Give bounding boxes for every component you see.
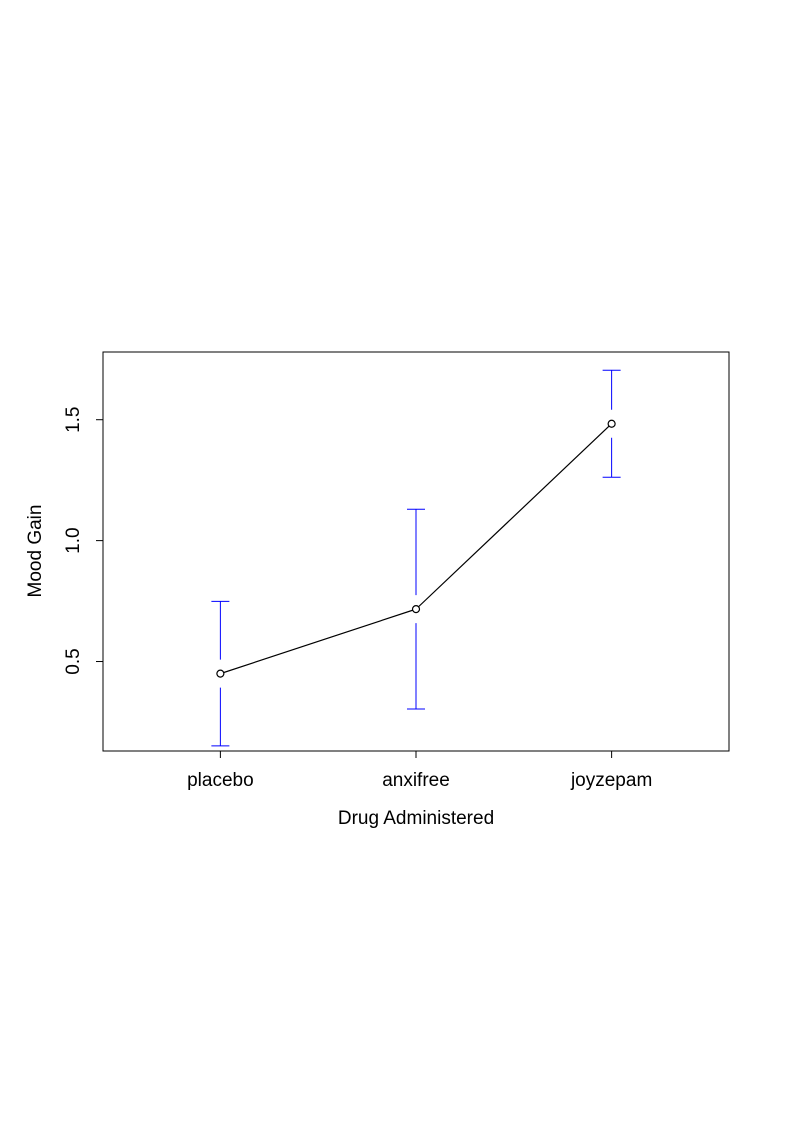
y-axis: 0.5 1.0 1.5 xyxy=(63,406,104,675)
error-bar xyxy=(211,600,230,747)
y-tick-label: 1.0 xyxy=(63,527,84,553)
data-point xyxy=(607,419,616,428)
x-axis-title: Drug Administered xyxy=(338,808,494,829)
data-point xyxy=(216,669,225,678)
error-bars xyxy=(211,369,621,747)
x-tick-label: joyzepam xyxy=(570,770,652,791)
data-point xyxy=(411,605,421,614)
x-tick-label: placebo xyxy=(187,770,254,791)
y-tick-label: 0.5 xyxy=(63,648,84,674)
series-line xyxy=(220,423,613,675)
y-axis-title: Mood Gain xyxy=(25,505,46,598)
series-line-segment xyxy=(220,608,417,675)
error-bar xyxy=(602,369,621,478)
data-points xyxy=(216,419,616,678)
series-line-segment xyxy=(415,423,613,610)
x-tick-label: anxifree xyxy=(382,770,450,791)
x-axis: placebo anxifree joyzepam xyxy=(187,750,652,791)
y-tick-label: 1.5 xyxy=(63,406,84,432)
error-bar xyxy=(407,508,425,710)
